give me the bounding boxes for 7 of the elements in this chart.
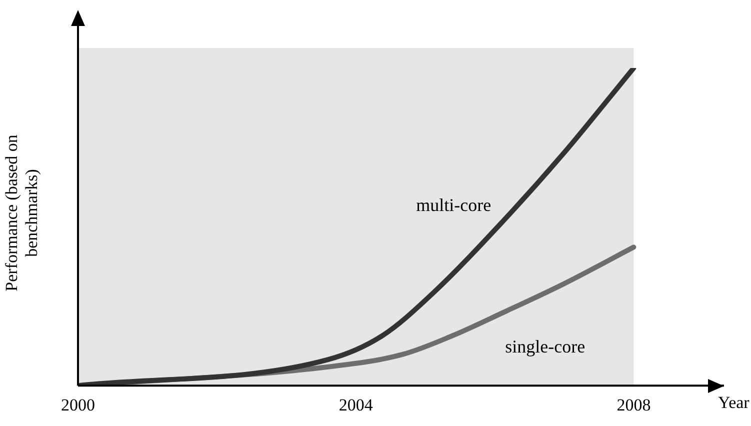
x-axis-title: Year [718, 393, 750, 413]
y-axis-title: Performance (based on benchmarks) [2, 134, 42, 294]
x-tick-label: 2008 [616, 395, 651, 414]
x-tick-label: 2004 [338, 395, 374, 414]
x-tick-label: 2000 [61, 395, 95, 414]
series-label: single-core [505, 336, 586, 357]
series-label: multi-core [416, 195, 492, 216]
